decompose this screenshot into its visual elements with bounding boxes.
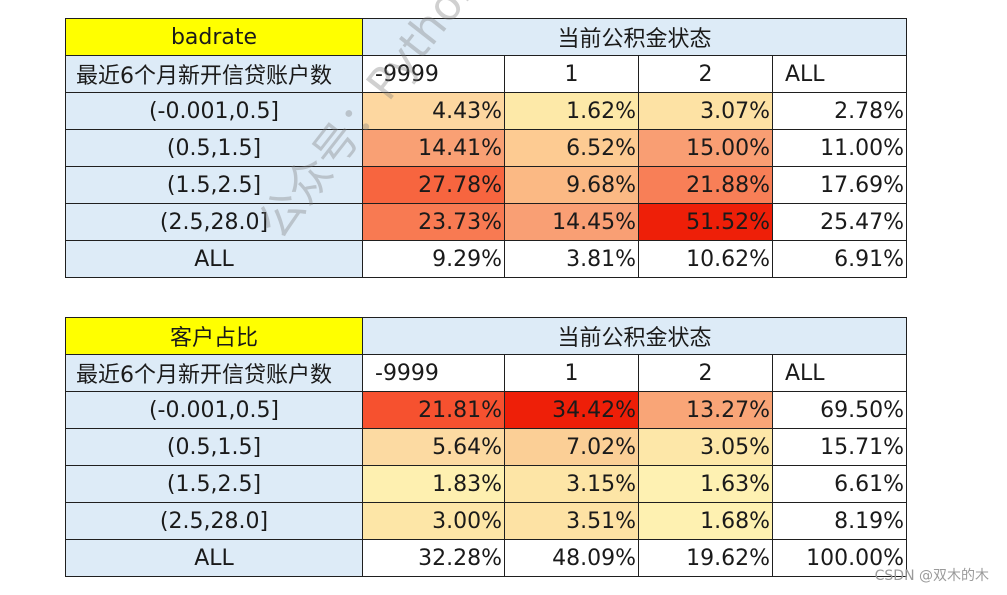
data-cell: 6.61% <box>771 465 908 503</box>
data-cell: 48.09% <box>504 539 639 577</box>
data-cell: 1.62% <box>504 92 639 130</box>
table-row: ALL 32.28% 48.09% 19.62% 100.00% <box>65 539 908 577</box>
row-label: ALL <box>65 539 363 577</box>
table-row: (1.5,2.5] 27.78% 9.68% 21.88% 17.69% <box>65 166 908 204</box>
row-label: (0.5,1.5] <box>65 129 363 167</box>
table-title: badrate <box>65 18 363 56</box>
row-label: (-0.001,0.5] <box>65 92 363 130</box>
data-cell: 9.29% <box>362 240 505 278</box>
data-cell: 4.43% <box>362 92 505 130</box>
table-row: (2.5,28.0] 23.73% 14.45% 51.52% 25.47% <box>65 203 908 241</box>
customer-share-table: 客户占比 当前公积金状态 最近6个月新开信贷账户数 -9999 1 2 ALL … <box>65 317 908 577</box>
column-header: -9999 <box>362 55 505 93</box>
data-cell: 3.15% <box>504 465 639 503</box>
column-group-header: 当前公积金状态 <box>361 317 908 355</box>
data-cell: 27.78% <box>362 166 505 204</box>
data-cell: 32.28% <box>362 539 505 577</box>
data-cell: 6.91% <box>771 240 908 278</box>
data-cell: 34.42% <box>504 391 639 429</box>
table-row: (2.5,28.0] 3.00% 3.51% 1.68% 8.19% <box>65 502 908 540</box>
data-cell: 100.00% <box>771 539 908 577</box>
column-group-header: 当前公积金状态 <box>361 18 908 56</box>
row-label: (2.5,28.0] <box>65 203 363 241</box>
data-cell: 51.52% <box>638 203 773 241</box>
row-label: (-0.001,0.5] <box>65 391 363 429</box>
data-cell: 15.71% <box>771 428 908 466</box>
data-cell: 19.62% <box>638 539 773 577</box>
data-cell: 7.02% <box>504 428 639 466</box>
table-row: (-0.001,0.5] 21.81% 34.42% 13.27% 69.50% <box>65 391 908 429</box>
data-cell: 21.81% <box>362 391 505 429</box>
table-body: (-0.001,0.5] 4.43% 1.62% 3.07% 2.78% (0.5,1.5… <box>65 92 908 278</box>
data-cell: 14.41% <box>362 129 505 167</box>
data-cell: 3.00% <box>362 502 505 540</box>
column-header: ALL <box>771 55 908 93</box>
column-header: -9999 <box>362 354 505 392</box>
row-header-label: 最近6个月新开信贷账户数 <box>65 354 363 392</box>
column-header: 2 <box>638 354 773 392</box>
data-cell: 10.62% <box>638 240 773 278</box>
data-cell: 23.73% <box>362 203 505 241</box>
credit-text: CSDN @双木的木 <box>874 568 989 584</box>
data-cell: 13.27% <box>638 391 773 429</box>
column-header: 1 <box>504 354 639 392</box>
data-cell: 14.45% <box>504 203 639 241</box>
table-body: (-0.001,0.5] 21.81% 34.42% 13.27% 69.50% (0.5… <box>65 391 908 577</box>
table-row: (0.5,1.5] 5.64% 7.02% 3.05% 15.71% <box>65 428 908 466</box>
row-label: (0.5,1.5] <box>65 428 363 466</box>
data-cell: 8.19% <box>771 502 908 540</box>
data-cell: 9.68% <box>504 166 639 204</box>
badrate-table: badrate 当前公积金状态 最近6个月新开信贷账户数 -9999 1 2 A… <box>65 18 908 278</box>
table-row: ALL 9.29% 3.81% 10.62% 6.91% <box>65 240 908 278</box>
column-header: 1 <box>504 55 639 93</box>
data-cell: 6.52% <box>504 129 639 167</box>
data-cell: 1.83% <box>362 465 505 503</box>
data-cell: 1.68% <box>638 502 773 540</box>
table-row: (-0.001,0.5] 4.43% 1.62% 3.07% 2.78% <box>65 92 908 130</box>
data-cell: 2.78% <box>771 92 908 130</box>
column-header: ALL <box>771 354 908 392</box>
data-cell: 3.81% <box>504 240 639 278</box>
table-row: (0.5,1.5] 14.41% 6.52% 15.00% 11.00% <box>65 129 908 167</box>
row-label: (1.5,2.5] <box>65 465 363 503</box>
data-cell: 21.88% <box>638 166 773 204</box>
data-cell: 3.51% <box>504 502 639 540</box>
data-cell: 25.47% <box>771 203 908 241</box>
data-cell: 17.69% <box>771 166 908 204</box>
column-header: 2 <box>638 55 773 93</box>
data-cell: 3.07% <box>638 92 773 130</box>
data-cell: 3.05% <box>638 428 773 466</box>
table-row: (1.5,2.5] 1.83% 3.15% 1.63% 6.61% <box>65 465 908 503</box>
data-cell: 69.50% <box>771 391 908 429</box>
data-cell: 15.00% <box>638 129 773 167</box>
row-label: (2.5,28.0] <box>65 502 363 540</box>
row-label: ALL <box>65 240 363 278</box>
data-cell: 5.64% <box>362 428 505 466</box>
row-header-label: 最近6个月新开信贷账户数 <box>65 55 363 93</box>
data-cell: 1.63% <box>638 465 773 503</box>
row-label: (1.5,2.5] <box>65 166 363 204</box>
table-title: 客户占比 <box>65 317 363 355</box>
data-cell: 11.00% <box>771 129 908 167</box>
